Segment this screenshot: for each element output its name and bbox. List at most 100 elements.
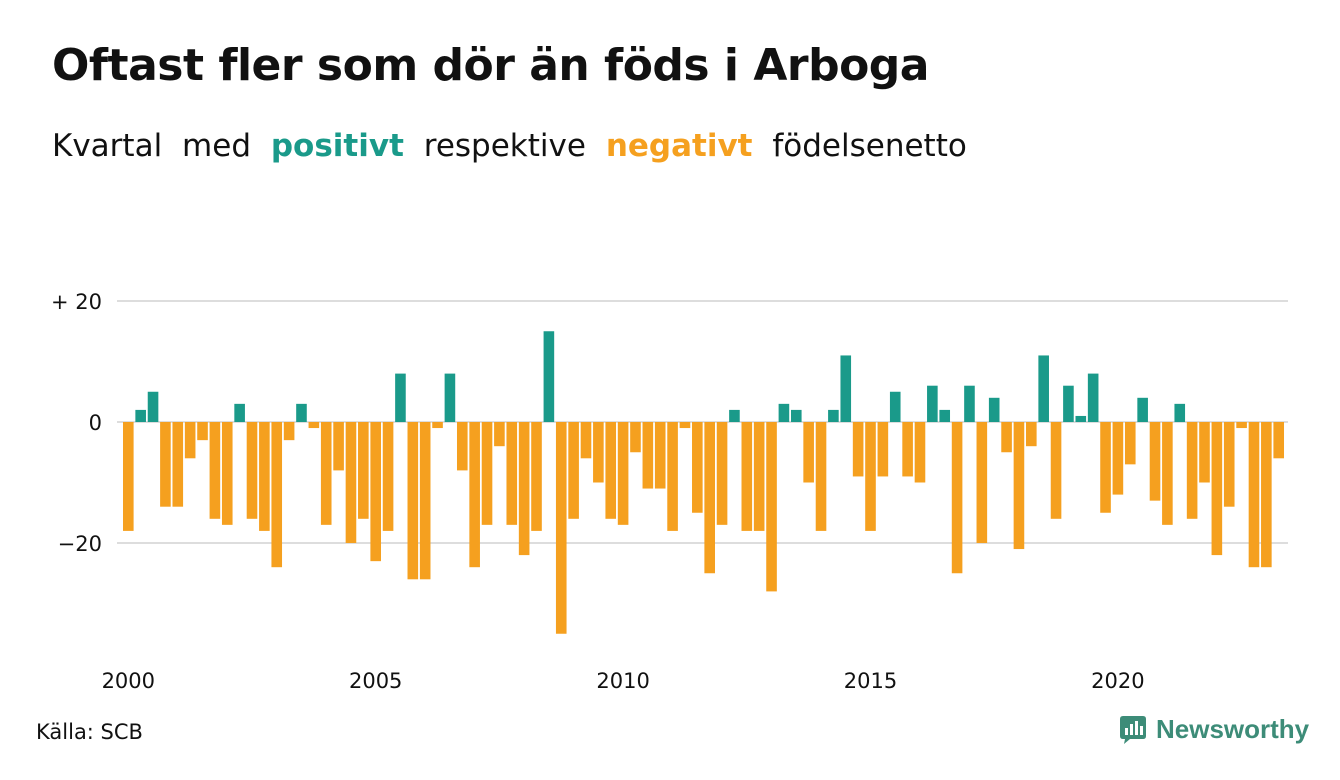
bar-positive: [828, 409, 839, 422]
bar-positive: [444, 373, 456, 422]
brand-name: Newsworthy: [1156, 714, 1310, 744]
bar-negative: [1162, 422, 1173, 525]
bar-negative: [1236, 422, 1247, 429]
bar-negative: [1223, 422, 1235, 507]
bar-negative: [531, 422, 542, 531]
bar-negative: [1248, 422, 1260, 568]
bar-negative: [345, 422, 357, 543]
bar-positive: [147, 391, 159, 422]
bar-negative: [642, 422, 654, 489]
bar-positive: [778, 403, 790, 422]
bar-negative: [568, 422, 579, 519]
bar-positive: [1137, 397, 1148, 422]
bar-negative: [1001, 422, 1012, 453]
bar-negative: [1186, 422, 1198, 519]
bar-positive: [1063, 385, 1074, 422]
bar-negative: [494, 422, 505, 447]
subtitle-text-fodelsenetto: födelsenetto: [772, 128, 967, 164]
bar-negative: [1124, 422, 1136, 465]
bar-negative: [753, 422, 765, 531]
bar-positive: [296, 403, 307, 422]
bar-negative: [469, 422, 480, 568]
subtitle-negative-label: negativt: [605, 128, 753, 164]
bar-negative: [246, 422, 258, 519]
bar-negative: [1026, 422, 1037, 447]
subtitle-text-respektive: respektive: [423, 128, 586, 164]
bar-negative: [654, 422, 666, 489]
bar-positive: [395, 373, 406, 422]
bar-negative: [160, 422, 171, 507]
y-tick-label: + 20: [51, 290, 102, 314]
bar-negative: [865, 422, 876, 531]
bar-positive: [964, 385, 975, 422]
bar-negative: [407, 422, 419, 580]
bar-negative: [1199, 422, 1210, 483]
y-tick-label: −20: [58, 532, 102, 556]
brand-logo: Newsworthy: [1118, 714, 1309, 745]
bar-negative: [1013, 422, 1025, 550]
bar-negative: [877, 422, 889, 477]
bar-negative: [976, 422, 988, 543]
bar-negative: [704, 422, 715, 574]
bar-positive: [939, 409, 951, 422]
bar-positive: [840, 355, 852, 422]
bar-negative: [123, 422, 134, 531]
x-tick-label: 2015: [844, 669, 897, 693]
bar-negative: [815, 422, 827, 531]
bar-negative: [1261, 422, 1272, 568]
bar-negative: [209, 422, 221, 519]
bar-negative: [902, 422, 913, 477]
chart-subtitle: Kvartal med positivt respektive negativt…: [52, 128, 977, 164]
bar-negative: [766, 422, 777, 592]
bar-negative: [852, 422, 864, 477]
bar-negative: [271, 422, 283, 568]
bar-negative: [320, 422, 332, 525]
bar-negative: [692, 422, 703, 513]
bar-negative: [221, 422, 233, 525]
bar-negative: [456, 422, 468, 471]
bar-negative: [358, 422, 369, 519]
bar-positive: [927, 385, 938, 422]
bar-positive: [135, 409, 146, 422]
bar-negative: [667, 422, 678, 531]
bar-positive: [1087, 373, 1099, 422]
bar-negative: [605, 422, 617, 519]
bar-negative: [432, 422, 443, 429]
bar-positive: [1174, 403, 1186, 422]
bar-positive: [234, 403, 245, 422]
bar-positive: [790, 409, 802, 422]
bar-negative: [259, 422, 270, 531]
bar-negative: [518, 422, 530, 556]
bar-negative: [914, 422, 926, 483]
bar-negative: [197, 422, 208, 441]
bar-negative: [617, 422, 629, 525]
bar-negative: [382, 422, 394, 531]
bar-negative: [1100, 422, 1111, 513]
bar-negative: [419, 422, 431, 580]
bar-negative: [593, 422, 604, 483]
bar-negative: [741, 422, 753, 531]
newsworthy-logo-icon: [1120, 715, 1146, 744]
source-note: Källa: SCB: [36, 720, 143, 744]
bar-positive: [988, 397, 1000, 422]
bar-negative: [308, 422, 320, 429]
bar-negative: [803, 422, 814, 483]
bar-negative: [630, 422, 641, 453]
bar-negative: [1211, 422, 1223, 556]
subtitle-text-kvartal: Kvartal: [52, 128, 163, 164]
bar-negative: [580, 422, 592, 459]
bar-positive: [1038, 355, 1049, 422]
x-tick-label: 2020: [1091, 669, 1144, 693]
bar-negative: [1273, 422, 1285, 459]
bar-positive: [889, 391, 901, 422]
bar-negative: [481, 422, 493, 525]
bar-negative: [172, 422, 184, 507]
subtitle-positive-label: positivt: [270, 128, 404, 164]
bar-negative: [1112, 422, 1124, 495]
bar-negative: [951, 422, 963, 574]
bar-negative: [506, 422, 518, 525]
bar-negative: [679, 422, 691, 429]
bar-negative: [370, 422, 381, 562]
bar-negative: [1149, 422, 1161, 501]
